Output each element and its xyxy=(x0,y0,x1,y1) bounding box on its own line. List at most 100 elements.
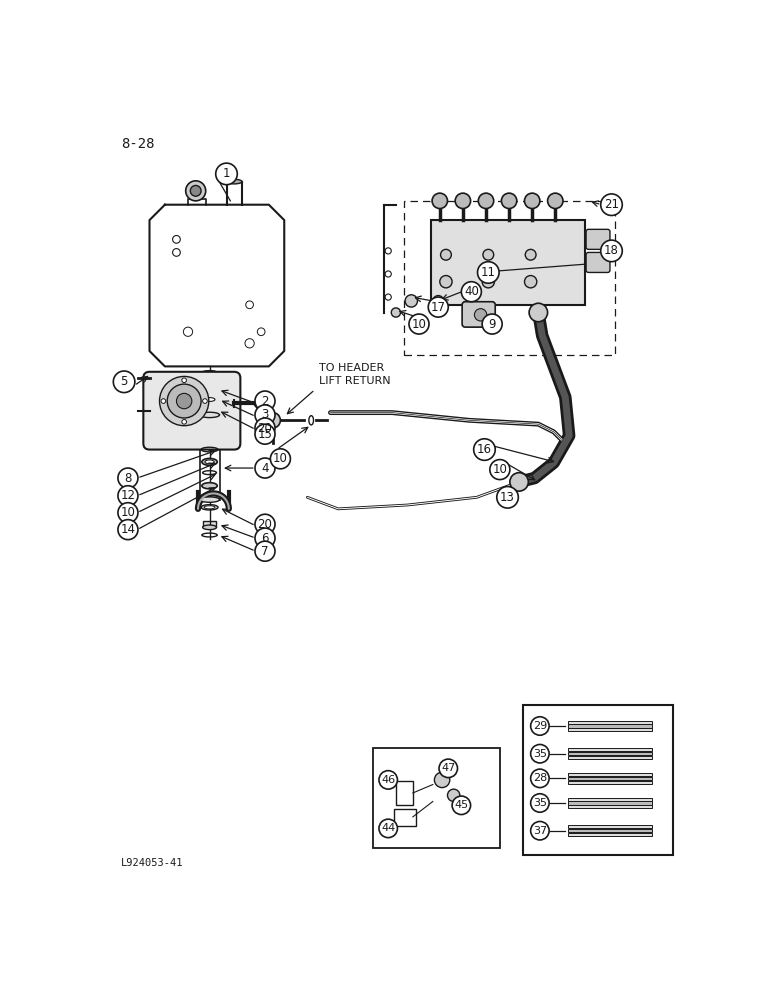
Bar xyxy=(568,829,652,832)
Ellipse shape xyxy=(200,412,220,418)
Circle shape xyxy=(182,420,186,424)
FancyBboxPatch shape xyxy=(586,252,610,272)
Circle shape xyxy=(548,193,563,209)
Ellipse shape xyxy=(226,179,242,184)
Text: 47: 47 xyxy=(441,763,456,773)
Text: 20: 20 xyxy=(257,422,272,434)
Text: 10: 10 xyxy=(120,506,136,519)
Bar xyxy=(568,728,652,731)
Circle shape xyxy=(255,424,275,444)
Circle shape xyxy=(161,399,165,403)
Text: 29: 29 xyxy=(533,721,547,731)
Text: 3: 3 xyxy=(261,408,268,421)
Circle shape xyxy=(265,413,280,428)
Circle shape xyxy=(379,771,398,789)
Bar xyxy=(568,781,652,784)
Circle shape xyxy=(482,276,495,288)
Circle shape xyxy=(255,391,275,411)
Ellipse shape xyxy=(203,525,217,530)
Text: 35: 35 xyxy=(533,798,547,808)
Text: 40: 40 xyxy=(464,285,479,298)
Text: 5: 5 xyxy=(120,375,128,388)
Circle shape xyxy=(510,473,528,491)
Circle shape xyxy=(271,449,290,469)
Text: 44: 44 xyxy=(381,823,395,833)
Text: 46: 46 xyxy=(381,775,395,785)
Circle shape xyxy=(452,796,470,815)
Text: 1: 1 xyxy=(223,167,230,180)
Circle shape xyxy=(529,303,548,322)
Circle shape xyxy=(159,376,209,426)
Ellipse shape xyxy=(433,296,444,306)
Circle shape xyxy=(477,262,499,283)
Bar xyxy=(568,721,652,724)
Circle shape xyxy=(461,282,481,302)
Circle shape xyxy=(167,384,201,418)
Circle shape xyxy=(482,314,502,334)
Circle shape xyxy=(478,193,494,209)
Circle shape xyxy=(474,309,487,321)
Circle shape xyxy=(456,193,470,209)
Text: 6: 6 xyxy=(261,532,269,545)
Circle shape xyxy=(255,418,275,438)
Circle shape xyxy=(118,503,138,523)
Circle shape xyxy=(255,405,275,425)
Circle shape xyxy=(255,541,275,561)
Text: 20: 20 xyxy=(257,518,272,531)
Circle shape xyxy=(392,308,400,317)
Bar xyxy=(403,201,615,355)
Text: 13: 13 xyxy=(500,491,515,504)
Text: 11: 11 xyxy=(480,266,496,279)
Text: 10: 10 xyxy=(273,452,288,465)
FancyBboxPatch shape xyxy=(586,229,610,249)
Text: TO HEADER
LIFT RETURN: TO HEADER LIFT RETURN xyxy=(319,363,391,386)
Text: L924053-41: L924053-41 xyxy=(121,858,183,868)
Text: 10: 10 xyxy=(412,318,427,331)
Bar xyxy=(568,773,652,776)
Circle shape xyxy=(448,789,459,801)
Text: 2: 2 xyxy=(261,395,269,408)
Bar xyxy=(568,798,652,801)
Ellipse shape xyxy=(204,398,215,401)
Bar xyxy=(568,756,652,759)
FancyBboxPatch shape xyxy=(144,372,240,450)
Text: 7: 7 xyxy=(261,545,269,558)
Circle shape xyxy=(530,717,549,735)
Text: 45: 45 xyxy=(454,800,469,810)
Text: 35: 35 xyxy=(533,749,547,759)
Circle shape xyxy=(483,249,494,260)
Circle shape xyxy=(203,399,207,403)
Text: 16: 16 xyxy=(477,443,492,456)
Circle shape xyxy=(601,194,622,215)
Circle shape xyxy=(405,295,417,307)
Circle shape xyxy=(255,458,275,478)
Circle shape xyxy=(530,744,549,763)
FancyBboxPatch shape xyxy=(200,383,218,396)
Circle shape xyxy=(530,769,549,788)
Circle shape xyxy=(530,794,549,812)
Bar xyxy=(568,777,652,780)
Circle shape xyxy=(182,378,186,383)
Circle shape xyxy=(473,439,495,460)
Bar xyxy=(523,705,673,855)
FancyBboxPatch shape xyxy=(462,302,495,327)
Circle shape xyxy=(601,240,622,262)
Circle shape xyxy=(118,486,138,506)
Circle shape xyxy=(525,249,536,260)
Circle shape xyxy=(432,193,448,209)
Text: 14: 14 xyxy=(120,523,136,536)
Circle shape xyxy=(379,819,398,838)
Bar xyxy=(568,724,652,728)
Text: 8-28: 8-28 xyxy=(121,137,154,151)
Circle shape xyxy=(428,297,448,317)
Circle shape xyxy=(113,371,135,393)
Bar xyxy=(396,781,413,805)
Circle shape xyxy=(530,821,549,840)
Bar xyxy=(568,752,652,755)
Ellipse shape xyxy=(200,497,220,502)
Ellipse shape xyxy=(205,460,215,464)
Circle shape xyxy=(497,487,519,508)
Bar xyxy=(431,220,584,305)
Ellipse shape xyxy=(201,396,218,403)
Bar xyxy=(203,521,217,527)
